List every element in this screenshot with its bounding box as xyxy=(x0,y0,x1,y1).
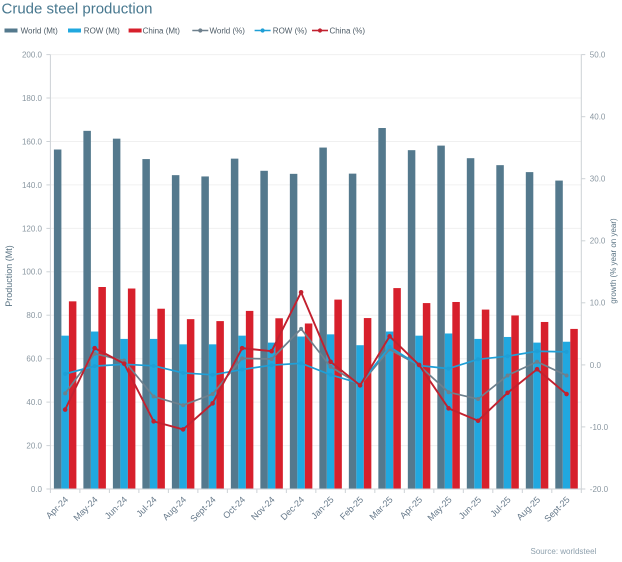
svg-text:ROW (Mt): ROW (Mt) xyxy=(84,26,120,35)
svg-text:China (%): China (%) xyxy=(330,26,366,35)
svg-text:20.0: 20.0 xyxy=(26,442,42,451)
svg-text:World (Mt): World (Mt) xyxy=(21,26,59,35)
svg-text:China (Mt): China (Mt) xyxy=(143,26,181,35)
svg-text:Production (Mt): Production (Mt) xyxy=(4,245,14,307)
svg-text:0.0: 0.0 xyxy=(590,361,602,370)
svg-text:Source: worldsteel: Source: worldsteel xyxy=(530,547,596,556)
svg-text:180.0: 180.0 xyxy=(22,94,43,103)
svg-text:200.0: 200.0 xyxy=(22,51,43,60)
svg-text:ROW (%): ROW (%) xyxy=(273,26,308,35)
svg-text:60.0: 60.0 xyxy=(26,355,42,364)
svg-text:20.0: 20.0 xyxy=(590,237,606,246)
svg-text:Crude steel production: Crude steel production xyxy=(2,1,153,18)
svg-text:140.0: 140.0 xyxy=(22,181,43,190)
svg-text:50.0: 50.0 xyxy=(590,51,606,60)
svg-text:80.0: 80.0 xyxy=(26,311,42,320)
svg-text:100.0: 100.0 xyxy=(22,268,43,277)
svg-text:World (%): World (%) xyxy=(210,26,246,35)
svg-text:40.0: 40.0 xyxy=(26,398,42,407)
svg-text:160.0: 160.0 xyxy=(22,137,43,146)
svg-text:-10.0: -10.0 xyxy=(590,423,609,432)
svg-text:0.0: 0.0 xyxy=(31,485,43,494)
svg-text:40.0: 40.0 xyxy=(590,113,606,122)
svg-text:120.0: 120.0 xyxy=(22,224,43,233)
svg-text:30.0: 30.0 xyxy=(590,175,606,184)
svg-text:10.0: 10.0 xyxy=(590,299,606,308)
svg-text:-20.0: -20.0 xyxy=(590,485,609,494)
svg-text:growth (% year on year): growth (% year on year) xyxy=(609,218,618,304)
